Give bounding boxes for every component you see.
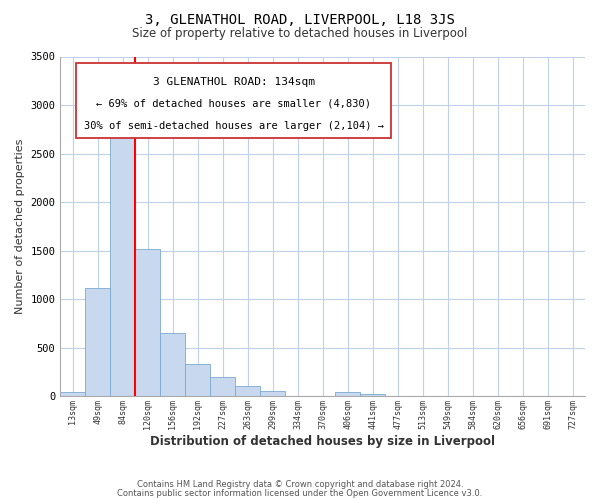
- Text: Contains HM Land Registry data © Crown copyright and database right 2024.: Contains HM Land Registry data © Crown c…: [137, 480, 463, 489]
- Text: 30% of semi-detached houses are larger (2,104) →: 30% of semi-detached houses are larger (…: [83, 121, 383, 131]
- Bar: [335, 392, 360, 396]
- Bar: [136, 248, 160, 396]
- X-axis label: Distribution of detached houses by size in Liverpool: Distribution of detached houses by size …: [150, 434, 495, 448]
- Text: Contains public sector information licensed under the Open Government Licence v3: Contains public sector information licen…: [118, 488, 482, 498]
- Bar: [260, 391, 285, 396]
- Text: 3, GLENATHOL ROAD, LIVERPOOL, L18 3JS: 3, GLENATHOL ROAD, LIVERPOOL, L18 3JS: [145, 12, 455, 26]
- Bar: [61, 392, 85, 396]
- Bar: [110, 111, 136, 396]
- FancyBboxPatch shape: [76, 64, 391, 138]
- Text: ← 69% of detached houses are smaller (4,830): ← 69% of detached houses are smaller (4,…: [96, 99, 371, 109]
- Bar: [360, 394, 385, 396]
- Bar: [160, 333, 185, 396]
- Bar: [185, 364, 210, 396]
- Y-axis label: Number of detached properties: Number of detached properties: [15, 138, 25, 314]
- Bar: [85, 288, 110, 396]
- Bar: [235, 386, 260, 396]
- Text: Size of property relative to detached houses in Liverpool: Size of property relative to detached ho…: [133, 28, 467, 40]
- Text: 3 GLENATHOL ROAD: 134sqm: 3 GLENATHOL ROAD: 134sqm: [152, 77, 314, 87]
- Bar: [210, 377, 235, 396]
